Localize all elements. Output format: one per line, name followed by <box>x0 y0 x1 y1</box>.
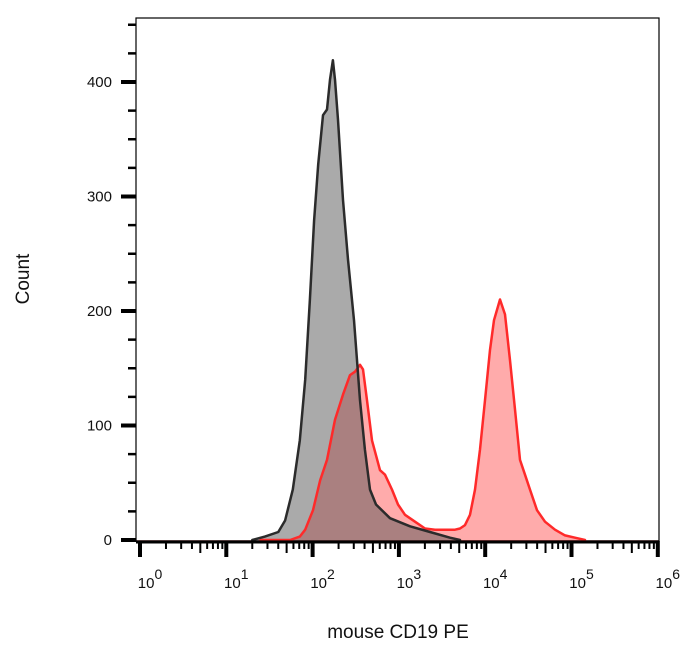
x-axis-title: mouse CD19 PE <box>327 622 469 643</box>
series-fill-gray <box>252 60 460 541</box>
x-tick-label: 103 <box>397 566 422 592</box>
x-tick-base: 10 <box>397 575 414 592</box>
x-tick-base: 10 <box>569 575 586 592</box>
y-axis: 0 100 200 300 400 <box>87 23 136 549</box>
series-line-gray <box>251 58 462 542</box>
x-tick-exponent: 4 <box>500 566 508 582</box>
x-tick-base: 10 <box>310 575 327 592</box>
x-tick-exponent: 1 <box>241 566 249 582</box>
x-tick-exponent: 2 <box>327 566 335 582</box>
x-tick-base: 10 <box>483 575 500 592</box>
x-tick-exponent: 5 <box>586 566 594 582</box>
y-tick-label: 300 <box>87 189 112 206</box>
y-tick-label: 0 <box>104 532 112 549</box>
y-tick-label: 100 <box>87 418 112 435</box>
x-tick-base: 10 <box>138 575 155 592</box>
x-tick-base: 10 <box>224 575 241 592</box>
x-tick-label: 105 <box>569 566 594 592</box>
x-tick-exponent: 6 <box>672 566 680 582</box>
x-tick-label: 100 <box>138 566 163 592</box>
x-tick-label: 106 <box>656 566 681 592</box>
x-tick-exponent: 0 <box>154 566 162 582</box>
x-tick-exponent: 3 <box>413 566 421 582</box>
x-tick-label: 104 <box>483 566 508 592</box>
y-tick-label: 200 <box>87 303 112 320</box>
series-layer <box>136 58 659 542</box>
plot-frame <box>135 17 660 542</box>
series-line-red <box>259 298 587 542</box>
x-tick-label: 102 <box>310 566 335 592</box>
y-tick-label: 400 <box>87 74 112 91</box>
x-tick-label: 101 <box>224 566 249 592</box>
x-tick-base: 10 <box>656 575 673 592</box>
y-axis-title: Count <box>13 253 34 304</box>
